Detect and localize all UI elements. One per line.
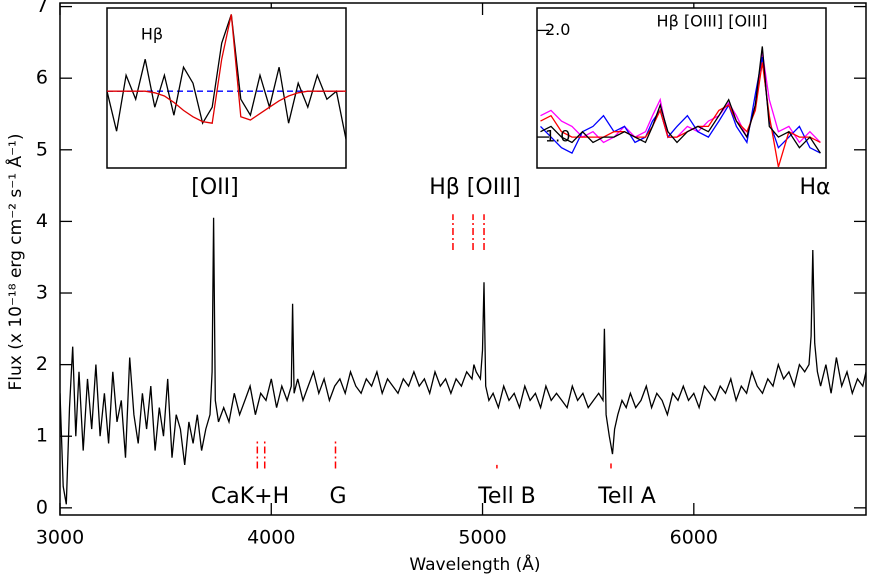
x-tick-label: 5000 [458, 527, 506, 549]
annotation: G [329, 484, 346, 509]
annotation: Hβ [OIII] [OIII] [657, 12, 768, 31]
spectrum-line [107, 14, 346, 124]
annotation: Tell B [477, 484, 536, 509]
annotation: CaK+H [211, 484, 289, 509]
plot-lines [107, 14, 346, 140]
x-tick-label: 4000 [247, 527, 295, 549]
plot-2: 1.0 2.0 Hβ [OIII] [OIII] [536, 7, 827, 169]
spectrum-line [60, 217, 866, 505]
y-tick-label: 0 [36, 496, 48, 518]
spectrum-line [540, 51, 821, 144]
y-tick-label: 1.0 [545, 127, 570, 146]
spectrum-line [107, 14, 346, 140]
annotation: Tell A [597, 484, 656, 509]
y-tick-label: 4 [36, 210, 48, 232]
annotation: Hβ [OIII] [429, 175, 521, 200]
annotation: Hα [799, 175, 830, 200]
y-tick-label: 5 [36, 138, 48, 160]
plot-frame [536, 7, 827, 169]
y-tick-label: 3 [36, 282, 48, 304]
y-axis-label: Flux (x 10⁻¹⁸ erg cm⁻² s⁻¹ Å⁻¹) [4, 133, 26, 390]
x-axis-label: Wavelength (Å) [409, 553, 540, 575]
plot-1: Hβ [106, 7, 347, 169]
spectrum-line [540, 46, 821, 154]
y-tick-label: 6 [36, 67, 48, 89]
plot-lines [60, 217, 866, 505]
plot-lines [540, 46, 821, 168]
spectrum-line [540, 62, 821, 168]
annotation: [OII] [191, 175, 238, 200]
y-tick-label: 2 [36, 353, 48, 375]
x-tick-label: 3000 [36, 527, 84, 549]
y-tick-label: 1 [36, 425, 48, 447]
y-tick-label: 7 [36, 0, 48, 17]
annotation: Hβ [141, 25, 163, 44]
y-tick-label: 2.0 [545, 20, 570, 39]
x-tick-label: 6000 [670, 527, 718, 549]
